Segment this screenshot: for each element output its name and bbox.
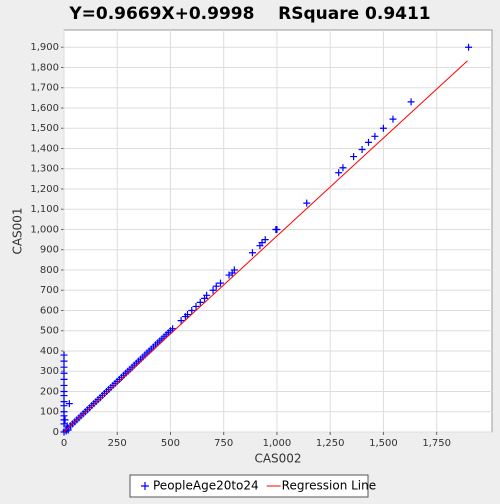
point: [335, 169, 343, 177]
point: [217, 279, 225, 287]
y-tick-label: 1,900: [30, 42, 59, 53]
legend-swatch: [141, 482, 149, 490]
y-tick-label: 200: [40, 386, 59, 397]
x-axis-label: CAS002: [254, 452, 301, 466]
point: [364, 138, 372, 146]
point: [230, 266, 238, 274]
x-tick-label: 0: [61, 438, 67, 449]
legend: [129, 474, 369, 498]
y-tick-label: 800: [40, 265, 59, 276]
point: [350, 153, 358, 161]
point: [188, 306, 196, 314]
point: [169, 325, 177, 333]
regression-line: [63, 60, 468, 433]
y-tick-label: 900: [40, 245, 59, 256]
point: [61, 416, 69, 424]
y-tick-label: 300: [40, 366, 59, 377]
point: [184, 311, 192, 319]
point: [379, 124, 387, 132]
point: [248, 249, 256, 257]
x-tick-label: 1,750: [422, 438, 451, 449]
point: [60, 357, 68, 365]
y-tick-label: 1,800: [30, 62, 59, 73]
y-tick-label: 1,500: [30, 123, 59, 134]
y-tick-label: 1,600: [30, 103, 59, 114]
point: [65, 400, 73, 408]
point: [371, 132, 379, 140]
y-tick-label: 1,000: [30, 224, 59, 235]
point: [209, 286, 217, 294]
point: [358, 145, 366, 153]
y-tick-label: 1,100: [30, 204, 59, 215]
legend-label: Regression Line: [282, 479, 376, 493]
chart-title: Y=0.9669X+0.9998 RSquare 0.9411: [68, 4, 430, 24]
point: [60, 375, 68, 383]
point: [192, 302, 200, 310]
x-tick-label: 1,000: [263, 438, 292, 449]
point: [177, 317, 185, 325]
point: [303, 199, 311, 207]
y-tick-label: 0: [53, 427, 59, 438]
x-tick-label: 500: [161, 438, 180, 449]
y-tick-label: 1,200: [30, 184, 59, 195]
point: [196, 298, 204, 306]
point: [60, 351, 68, 359]
x-tick-label: 1,500: [369, 438, 398, 449]
point: [273, 225, 281, 233]
y-tick-label: 100: [40, 407, 59, 418]
y-tick-label: 1,400: [30, 143, 59, 154]
x-tick-label: 250: [108, 438, 127, 449]
y-tick-label: 600: [40, 305, 59, 316]
point: [60, 369, 68, 377]
point: [258, 239, 266, 247]
x-tick-label: 750: [214, 438, 233, 449]
y-tick-label: 1,700: [30, 83, 59, 94]
point: [465, 43, 473, 51]
point: [60, 381, 68, 389]
y-tick-label: 400: [40, 346, 59, 357]
legend-label: PeopleAge20to24: [153, 479, 259, 493]
y-tick-label: 700: [40, 285, 59, 296]
point: [60, 363, 68, 371]
point: [203, 291, 211, 299]
point: [212, 282, 220, 290]
x-tick-label: 1,250: [316, 438, 345, 449]
point: [407, 98, 415, 106]
y-tick-label: 500: [40, 326, 59, 337]
point: [389, 115, 397, 123]
y-tick-label: 1,300: [30, 164, 59, 175]
point: [339, 164, 347, 172]
point: [261, 236, 269, 244]
point: [60, 402, 68, 410]
y-axis-label: CAS001: [11, 207, 25, 254]
point: [60, 392, 68, 400]
